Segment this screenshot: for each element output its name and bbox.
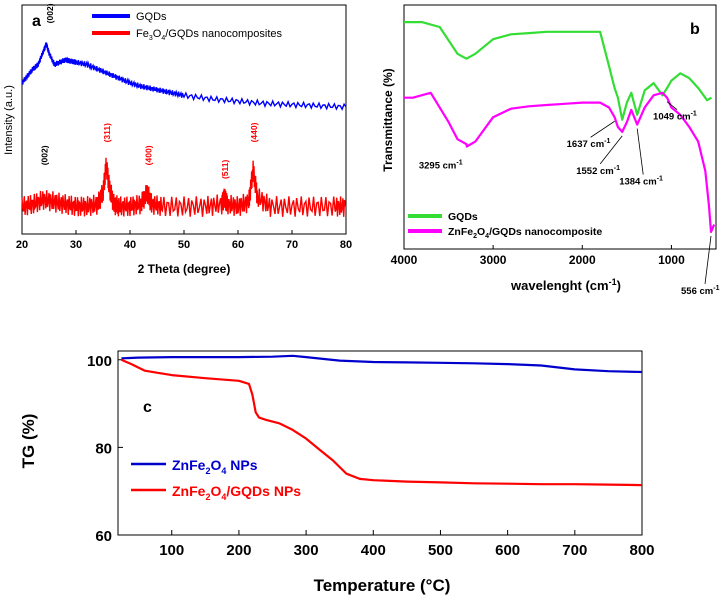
x-tick-label-1000: 1000 xyxy=(658,253,685,267)
panel-b-label: b xyxy=(690,21,700,38)
series-line-gqds xyxy=(404,21,713,121)
x-tick-label-500: 500 xyxy=(428,542,453,559)
x-tick-label-4000: 4000 xyxy=(391,253,418,267)
x-tick-label-400: 400 xyxy=(361,542,386,559)
panel-c-legend: ZnFe2O4 NPs ZnFe2O4/GQDs NPs xyxy=(131,457,301,502)
annotation-3295-cm-0: 3295 cm-1 xyxy=(419,160,463,172)
panel-a-y-axis-label: Intensity (a.u.) xyxy=(3,85,15,155)
panel-c-x-ticks: 100 200 300 400 500 600 700 800 xyxy=(159,530,655,559)
y-tick-label-80: 80 xyxy=(95,440,112,457)
annotation-002-1: (002) xyxy=(40,145,50,165)
legend-label-gqds-b: GQDs xyxy=(448,211,478,223)
x-tick-label-200: 200 xyxy=(226,542,251,559)
x-tick-label-60: 60 xyxy=(232,239,244,251)
x-tick-label-70: 70 xyxy=(286,239,298,251)
panel-b-x-axis-label: wavelenght (cm-1) xyxy=(510,277,621,293)
y-tick-label-100: 100 xyxy=(87,353,112,370)
panel-b-plot-frame xyxy=(403,4,717,250)
x-tick-label-100: 100 xyxy=(159,542,184,559)
panel-c-plot-frame xyxy=(117,350,643,536)
legend-label-znfe2o4-nps: ZnFe2O4 NPs xyxy=(172,457,258,476)
x-tick-label-2000: 2000 xyxy=(569,253,596,267)
series-line-znfe2o4-nps xyxy=(121,354,643,374)
x-tick-label-80: 80 xyxy=(340,239,352,251)
annotation-1384-cm-3: 1384 cm-1 xyxy=(619,176,663,188)
panel-b-y-axis-label: Transmittance (%) xyxy=(381,68,395,171)
x-tick-label-300: 300 xyxy=(294,542,319,559)
panel-c-label: c xyxy=(143,399,152,416)
legend-label-znfe2o4-gqds-b: ZnFe2O4/GQDs nanocomposite xyxy=(448,226,602,240)
annotation-1552-cm-2: 1552 cm-1 xyxy=(576,165,620,177)
series-line-gqds xyxy=(21,42,347,111)
panel-b-series xyxy=(404,21,716,233)
y-tick-label-60: 60 xyxy=(95,528,112,545)
annotation-311-2: (311) xyxy=(102,123,112,143)
annotation-400-3: (400) xyxy=(143,145,153,165)
annotation-arrow-2 xyxy=(599,135,623,165)
legend-label-fe3o4-gqds: Fe3O4/GQDs nanocomposites xyxy=(136,28,282,42)
annotation-arrow-3 xyxy=(636,128,644,175)
x-tick-label-700: 700 xyxy=(562,542,587,559)
panel-c: c 100 200 300 400 500 600 700 800 60 80 100 Tempe… xyxy=(19,350,655,595)
panel-c-y-axis-label: TG (%) xyxy=(19,414,38,469)
annotation-1637-cm-1: 1637 cm-1 xyxy=(567,138,611,150)
annotation-511-4: (511) xyxy=(220,159,230,179)
annotation-arrow-1 xyxy=(590,120,615,138)
panel-a-x-ticks: 20 30 40 50 60 70 80 xyxy=(16,230,352,251)
legend-label-znfe2o4-gqds-nps: ZnFe2O4/GQDs NPs xyxy=(172,483,301,502)
panel-a-label: a xyxy=(32,13,41,30)
x-tick-label-40: 40 xyxy=(124,239,136,251)
annotation-arrow-5 xyxy=(704,235,712,284)
x-tick-label-800: 800 xyxy=(629,542,654,559)
series-line-fe3o4-gqds-nanocomposites xyxy=(21,157,347,217)
x-tick-label-30: 30 xyxy=(70,239,82,251)
panel-b-legend: GQDs ZnFe2O4/GQDs nanocomposite xyxy=(408,211,602,240)
panel-a: a 20 30 40 50 60 70 80 2 Theta (degree) Intens… xyxy=(3,3,352,276)
annotation-1049-cm-4: 1049 cm-1 xyxy=(653,111,697,123)
series-line-znfe2o4-gqds-nanocomposite xyxy=(404,91,716,233)
panel-b: b 4000 3000 2000 1000 wavelenght (cm-1) Tra… xyxy=(381,4,720,297)
panel-a-annotations: (002) (002) (311) (400) (511) (440) xyxy=(40,3,260,179)
annotation-556-cm-5: 556 cm-1 xyxy=(681,285,720,297)
x-tick-label-20: 20 xyxy=(16,239,28,251)
panel-a-x-axis-label: 2 Theta (degree) xyxy=(138,262,231,276)
series-line-znfe2o4-gqds-nps xyxy=(120,358,643,487)
x-tick-label-3000: 3000 xyxy=(480,253,507,267)
legend-label-gqds-a: GQDs xyxy=(136,11,167,23)
annotation-002-0: (002) xyxy=(45,3,55,23)
annotation-440-5: (440) xyxy=(249,122,259,142)
panel-b-x-ticks: 4000 3000 2000 1000 xyxy=(391,245,685,267)
annotation-arrow-4 xyxy=(666,101,678,111)
panel-a-legend: GQDs Fe3O4/GQDs nanocomposites xyxy=(92,11,282,42)
panel-c-x-axis-label: Temperature (°C) xyxy=(314,576,451,595)
panel-a-series xyxy=(21,42,347,217)
x-tick-label-50: 50 xyxy=(178,239,190,251)
panel-c-series xyxy=(120,354,643,487)
x-tick-label-600: 600 xyxy=(495,542,520,559)
